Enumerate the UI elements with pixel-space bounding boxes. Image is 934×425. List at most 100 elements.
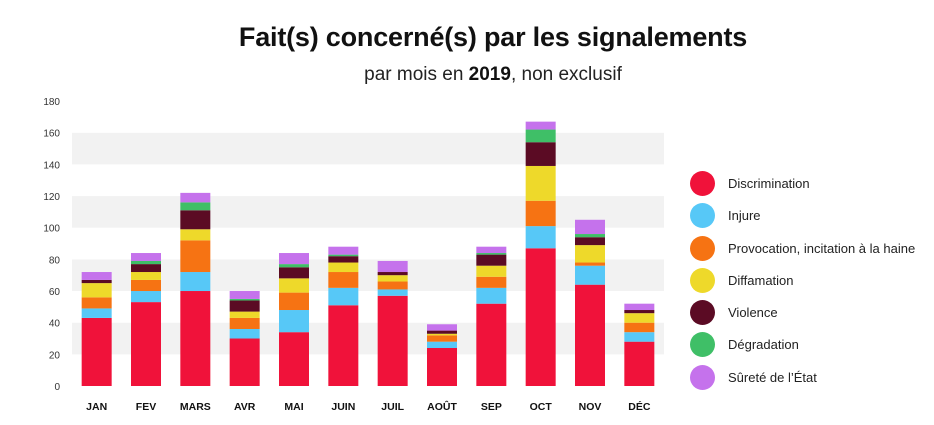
subtitle-prefix: par mois en <box>364 64 469 85</box>
bar-segment <box>131 264 161 273</box>
bar-segment <box>229 300 260 312</box>
x-tick-label: AVR <box>234 401 256 413</box>
bar-segment <box>229 311 260 318</box>
bar-segment <box>476 253 507 255</box>
legend-swatch <box>690 300 715 326</box>
y-tick-label: 40 <box>49 319 61 330</box>
bar-segment <box>525 226 556 249</box>
grid-band <box>72 259 664 292</box>
y-tick-label: 0 <box>54 382 60 393</box>
bar-segment <box>328 305 359 386</box>
bar-segment <box>377 289 408 296</box>
bar-segment <box>229 298 260 301</box>
legend-swatch <box>690 235 715 261</box>
y-tick-label: 60 <box>49 287 61 298</box>
bar-segment <box>131 253 161 261</box>
grid-band <box>72 132 664 165</box>
bar-segment <box>131 302 161 386</box>
x-tick-label: JAN <box>86 401 107 413</box>
bar-segment <box>328 272 359 288</box>
x-tick-label: NOV <box>579 401 602 413</box>
legend-swatch <box>690 203 715 229</box>
grid-band <box>72 354 664 386</box>
legend-swatch <box>690 171 715 196</box>
bar-segment <box>427 333 457 336</box>
y-tick-label: 80 <box>49 255 61 266</box>
bar-segment <box>229 338 260 386</box>
y-tick-label: 100 <box>43 224 60 235</box>
bar-segment <box>427 335 457 342</box>
legend-label: Sûreté de l’État <box>728 369 817 385</box>
bar-segment <box>476 265 507 277</box>
bar-segment <box>624 322 655 333</box>
x-tick-label: MAI <box>284 401 303 413</box>
bar-segment <box>279 332 309 386</box>
bar-segment <box>624 332 655 342</box>
bar-segment <box>476 287 507 304</box>
bar-segment <box>279 264 309 268</box>
legend-swatch <box>690 332 715 358</box>
legend-label: Dégradation <box>728 337 799 353</box>
bar-segment <box>279 253 309 265</box>
bar-segment <box>624 313 655 323</box>
y-tick-label: 20 <box>49 350 61 361</box>
bar-segment <box>328 254 359 257</box>
bar-segment <box>81 279 112 284</box>
grid-band <box>72 291 664 323</box>
x-tick-label: JUIN <box>331 401 355 413</box>
x-tick-label: AOÛT <box>427 400 457 413</box>
bar-segment <box>575 265 605 285</box>
bar-segment <box>575 219 605 235</box>
bar-segment <box>525 248 556 386</box>
bar-segment <box>525 200 556 227</box>
legend-label: Injure <box>728 208 761 224</box>
x-tick-label: JUIL <box>381 401 404 413</box>
legend-swatch <box>690 267 715 293</box>
chart-subtitle: par mois en 2019, non exclusif <box>0 64 934 86</box>
bar-segment <box>81 283 112 298</box>
bar-segment <box>229 317 260 330</box>
bar-segment <box>427 330 457 334</box>
bar-segment <box>279 310 309 333</box>
bar-segment <box>328 246 359 255</box>
grid-band <box>72 101 664 133</box>
bar-segment <box>476 276 507 288</box>
bar-segment <box>180 229 211 241</box>
bar-segment <box>279 278 309 293</box>
bar-segment <box>377 275 408 282</box>
grid-band <box>72 227 664 260</box>
bar-segment <box>476 246 507 254</box>
bar-segment <box>81 308 112 318</box>
bar-segment <box>476 254 507 266</box>
grid-band <box>72 196 664 228</box>
y-tick-label: 140 <box>43 160 60 171</box>
bar-segment <box>229 329 260 339</box>
bar-segment <box>377 272 408 276</box>
bar-segment <box>575 245 605 263</box>
legend-swatch <box>690 364 715 390</box>
bar-segment <box>328 287 359 306</box>
bar-segment <box>131 279 161 292</box>
legend-label: Discrimination <box>728 176 810 191</box>
chart-title: Fait(s) concerné(s) par les signalements <box>238 22 748 52</box>
legend-label: Violence <box>728 305 778 321</box>
x-tick-label: OCT <box>530 401 553 413</box>
bar-segment <box>377 295 408 386</box>
bar-segment <box>575 237 605 246</box>
bar-segment <box>81 317 112 386</box>
y-tick-label: 180 <box>43 97 60 108</box>
bar-segment <box>180 291 211 386</box>
bar-segment <box>427 348 457 386</box>
subtitle-year: 2019 <box>468 64 511 85</box>
x-tick-label: SEP <box>481 401 502 413</box>
bar-segment <box>624 303 655 311</box>
bar-segment <box>180 240 211 273</box>
bar-segment <box>525 129 556 143</box>
bar-segment <box>427 341 457 349</box>
x-tick-label: FEV <box>136 401 156 413</box>
bar-segment <box>377 260 408 273</box>
y-tick-label: 160 <box>43 129 60 140</box>
bar-segment <box>624 310 655 314</box>
bar-segment <box>328 256 359 263</box>
